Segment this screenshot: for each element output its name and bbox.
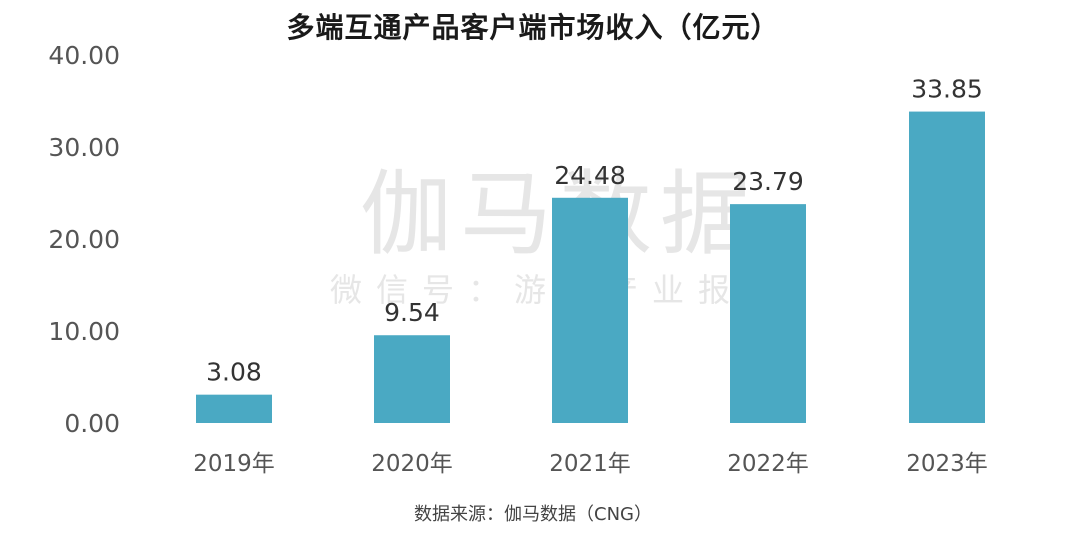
chart-title: 多端互通产品客户端市场收入（亿元） <box>286 11 780 44</box>
x-category-label: 2022年 <box>727 451 809 477</box>
y-tick-label: 30.00 <box>48 133 120 162</box>
bar-2023年 <box>909 111 985 423</box>
bar-2020年 <box>374 335 450 423</box>
y-tick-label: 40.00 <box>48 41 120 70</box>
bar-2022年 <box>730 204 806 423</box>
bar-value-label: 3.08 <box>206 358 262 387</box>
y-tick-label: 0.00 <box>64 409 120 438</box>
bar-2021年 <box>552 197 628 423</box>
x-category-label: 2020年 <box>371 451 453 477</box>
y-tick-label: 20.00 <box>48 225 120 254</box>
bar-2019年 <box>196 394 272 423</box>
bar-value-label: 9.54 <box>384 298 440 327</box>
y-tick-label: 10.00 <box>48 317 120 346</box>
data-source-note: 数据来源：伽马数据（CNG） <box>414 504 652 525</box>
bar-value-label: 23.79 <box>732 167 804 196</box>
x-category-label: 2023年 <box>906 451 988 477</box>
x-category-label: 2021年 <box>549 451 631 477</box>
bar-value-label: 33.85 <box>911 75 983 104</box>
x-category-label: 2019年 <box>193 451 275 477</box>
bar-value-label: 24.48 <box>554 161 626 190</box>
